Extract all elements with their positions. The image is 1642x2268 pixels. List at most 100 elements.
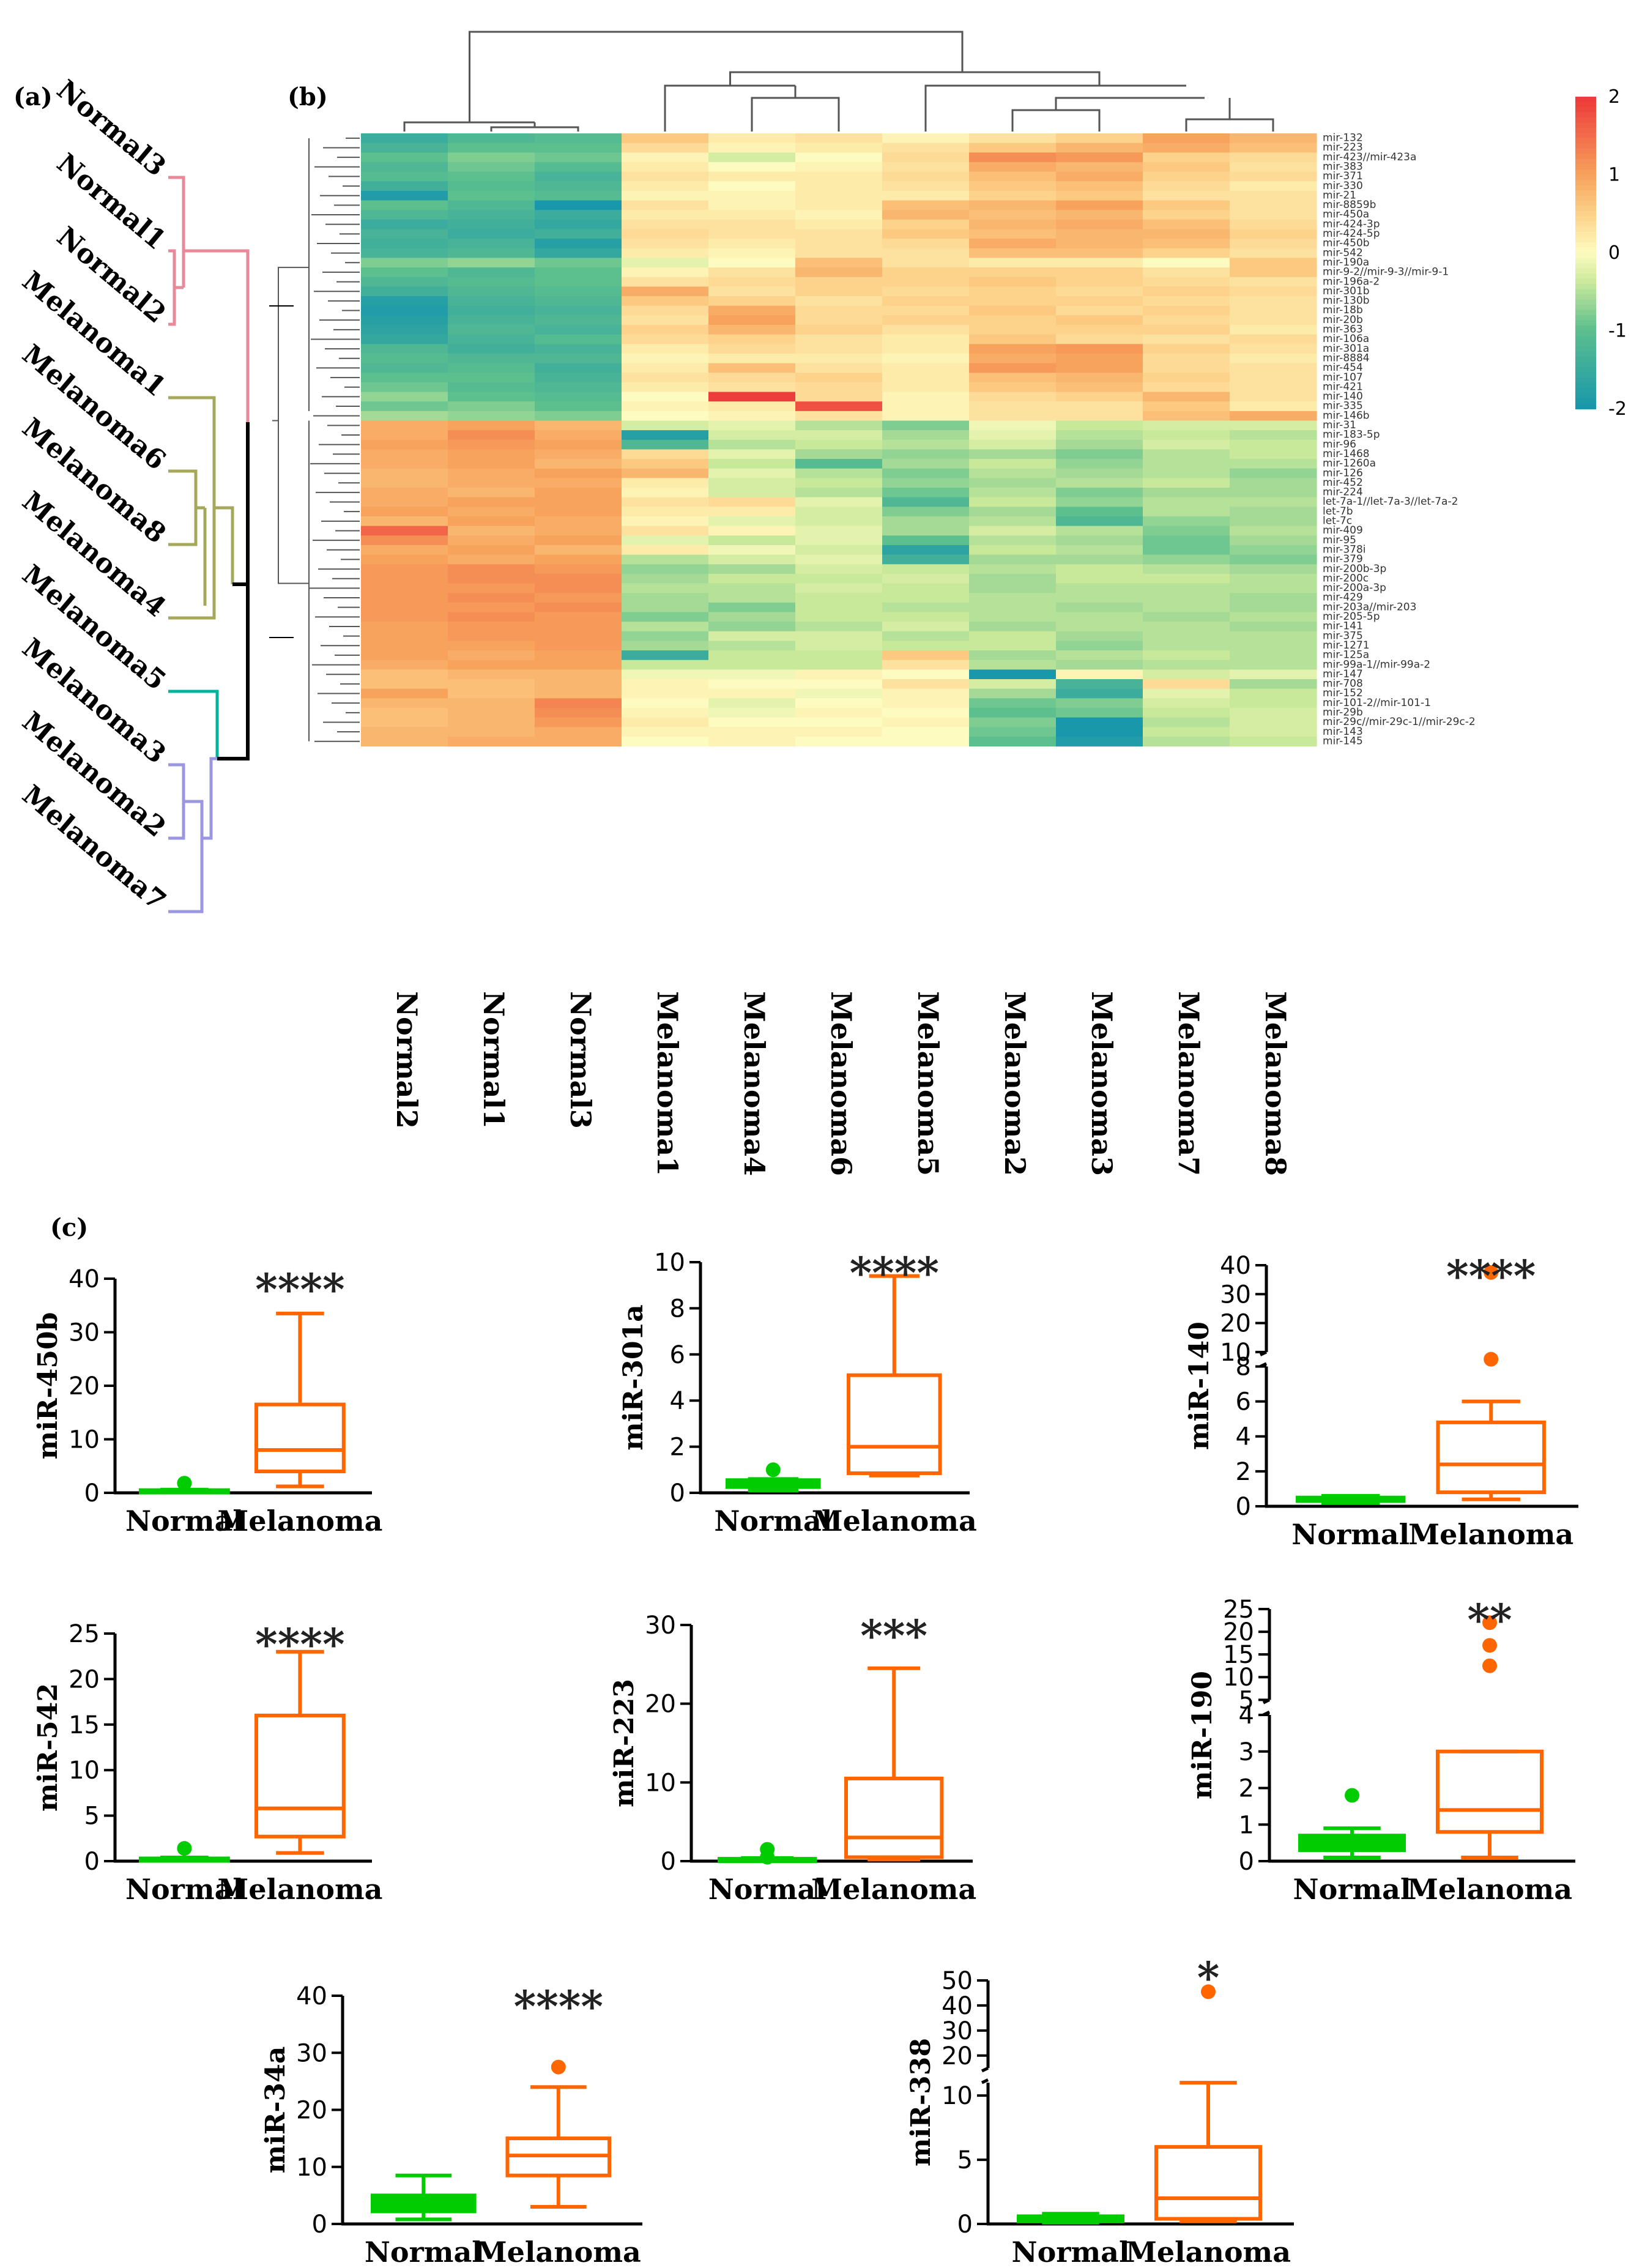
heatmap-cell xyxy=(882,286,970,297)
heatmap-cell xyxy=(969,593,1057,603)
heatmap-cell xyxy=(1143,420,1230,431)
heatmap-row-label: mir-18b xyxy=(1323,304,1363,316)
colorbar-segment xyxy=(1575,284,1596,290)
heatmap-cell xyxy=(795,736,883,747)
heatmap-cell xyxy=(969,334,1057,344)
heatmap-cell xyxy=(795,430,883,441)
dendro-branch-melanoma xyxy=(168,757,217,913)
colorbar-segment xyxy=(1575,159,1596,165)
heatmap-cell xyxy=(882,248,970,259)
heatmap-cell xyxy=(708,315,796,325)
heatmap-cell xyxy=(1056,258,1143,268)
heatmap-cell xyxy=(1143,660,1230,670)
outlier-point xyxy=(1201,1984,1216,1999)
heatmap-cell xyxy=(448,325,535,335)
heatmap-cell xyxy=(1056,535,1143,546)
heatmap-cell xyxy=(795,641,883,651)
heatmap-cell xyxy=(882,133,970,144)
colorbar-segment xyxy=(1575,320,1596,326)
heatmap-cell xyxy=(1056,296,1143,307)
colorbar-segment xyxy=(1575,382,1596,389)
heatmap-cell xyxy=(1056,669,1143,680)
outlier-point xyxy=(1482,1615,1497,1630)
heatmap-cell xyxy=(882,181,970,191)
heatmap-cell xyxy=(708,286,796,297)
heatmap-cell xyxy=(1056,334,1143,344)
heatmap-cell xyxy=(882,162,970,173)
heatmap-cell xyxy=(622,334,709,344)
y-tick-label: 20 xyxy=(296,2097,327,2125)
colorbar-segment xyxy=(1575,143,1596,149)
heatmap-cell xyxy=(622,641,709,651)
colorbar-segment xyxy=(1575,305,1596,311)
heatmap-cell xyxy=(882,277,970,287)
heatmap-cell xyxy=(448,660,535,670)
y-tick-label: 4 xyxy=(1236,1423,1251,1451)
heatmap-row-label: mir-200c xyxy=(1323,572,1369,584)
heatmap-cell xyxy=(969,162,1057,173)
heatmap-cell xyxy=(535,344,622,354)
heatmap-cell xyxy=(622,526,709,536)
heatmap-cell xyxy=(448,439,535,450)
heatmap-cell xyxy=(361,564,448,574)
heatmap-cell xyxy=(708,353,796,364)
heatmap-cell xyxy=(969,669,1057,680)
heatmap-cell xyxy=(969,258,1057,268)
heatmap-cell xyxy=(708,296,796,307)
heatmap-cell xyxy=(1056,727,1143,737)
heatmap-cell xyxy=(708,688,796,699)
heatmap-cell xyxy=(969,631,1057,642)
heatmap-cell xyxy=(969,660,1057,670)
heatmap-cell xyxy=(882,171,970,182)
heatmap-cell xyxy=(969,181,1057,191)
colorbar-tick-label: -1 xyxy=(1608,321,1627,342)
heatmap-cell xyxy=(795,669,883,680)
heatmap-cell xyxy=(361,497,448,507)
heatmap-row-label: mir-542 xyxy=(1323,247,1363,259)
heatmap-cell xyxy=(448,162,535,173)
heatmap-cell xyxy=(535,583,622,593)
heatmap-cell xyxy=(882,210,970,220)
heatmap-column-label: Melanoma1 xyxy=(651,991,684,1176)
heatmap-cell xyxy=(708,564,796,574)
y-tick-label: 10 xyxy=(645,1769,676,1797)
heatmap-cell xyxy=(361,698,448,708)
heatmap-cell xyxy=(969,497,1057,507)
heatmap-cell xyxy=(1230,660,1317,670)
heatmap-cell xyxy=(882,650,970,661)
y-axis-label: miR-450b xyxy=(32,1312,64,1460)
heatmap-cell xyxy=(535,516,622,527)
heatmap-cell xyxy=(622,420,709,431)
heatmap-cell xyxy=(448,248,535,259)
heatmap-cell xyxy=(795,334,883,344)
heatmap-cell xyxy=(795,564,883,574)
heatmap-cell xyxy=(795,305,883,316)
heatmap-cell xyxy=(535,554,622,565)
heatmap-cell xyxy=(361,554,448,565)
heatmap-cell xyxy=(708,736,796,747)
heatmap-cell xyxy=(969,459,1057,469)
heatmap-cell xyxy=(361,248,448,259)
heatmap-cell xyxy=(1056,430,1143,441)
heatmap-cell xyxy=(1143,478,1230,488)
y-tick-label: 15 xyxy=(1223,1641,1254,1669)
heatmap-cell xyxy=(1056,325,1143,335)
heatmap-cell xyxy=(1230,449,1317,459)
heatmap-cell xyxy=(882,334,970,344)
heatmap-cell xyxy=(622,449,709,459)
heatmap-cell xyxy=(361,373,448,383)
heatmap-cell xyxy=(361,717,448,727)
heatmap-cell xyxy=(361,488,448,498)
heatmap-cell xyxy=(708,708,796,718)
heatmap-cell xyxy=(708,334,796,344)
heatmap-cell xyxy=(535,507,622,517)
dendrogram-panel-a: Normal3Normal1Normal2Melanoma1Melanoma6M… xyxy=(17,74,250,916)
colorbar-segment xyxy=(1575,242,1596,248)
heatmap-cell xyxy=(622,430,709,441)
heatmap-cell xyxy=(969,622,1057,632)
heatmap-cell xyxy=(535,459,622,469)
heatmap-cell xyxy=(361,641,448,651)
heatmap-cell xyxy=(1230,708,1317,718)
heatmap-cell xyxy=(361,688,448,699)
